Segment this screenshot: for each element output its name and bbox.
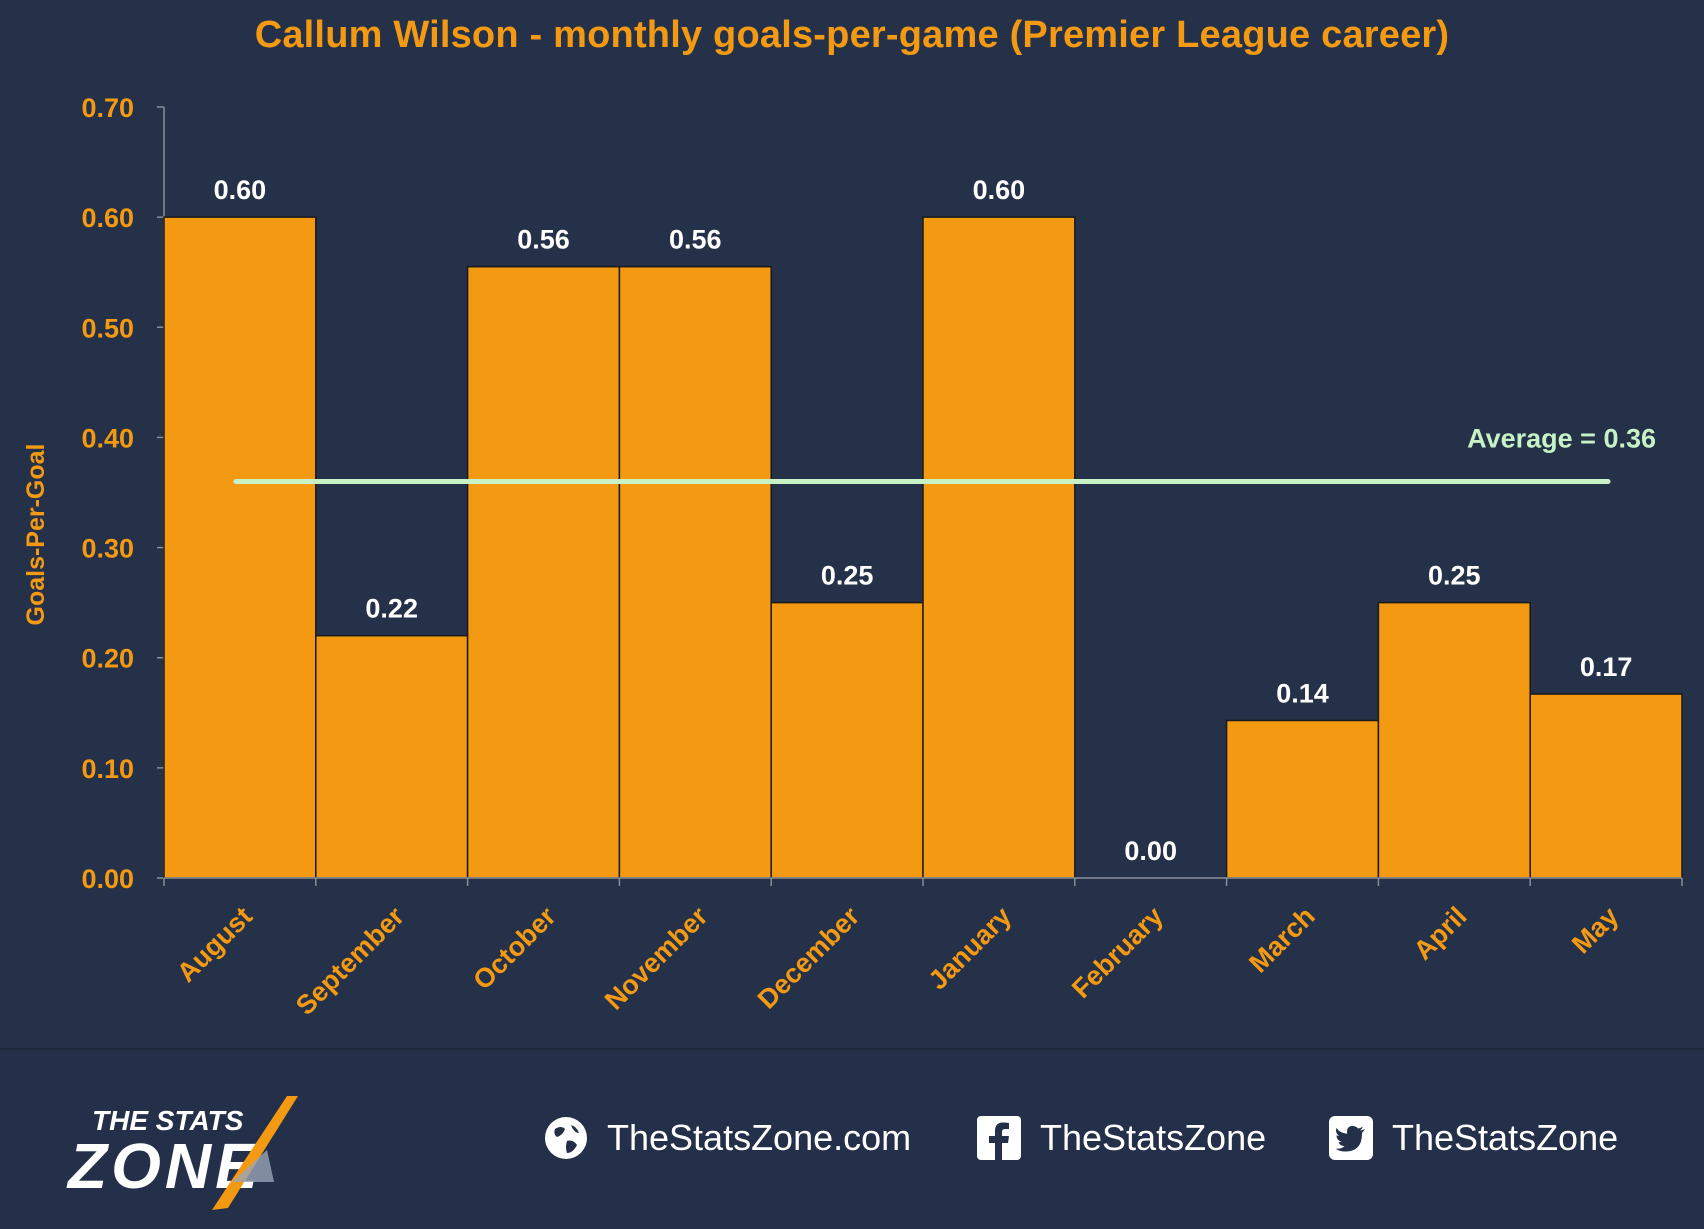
data-label: 0.00 [1124,836,1177,866]
data-label: 0.14 [1276,678,1329,708]
bar-october [466,265,621,879]
globe-icon [543,1115,589,1161]
average-label: Average = 0.36 [1467,423,1656,453]
data-label: 0.22 [365,594,418,624]
bar-may [1529,693,1683,879]
chart-panel: 0.00 0.10 0.20 0.30 0.40 0.50 0.60 0.70 Goals-Pe… [22,14,1683,1021]
data-label: 0.17 [1580,652,1633,682]
footer: THE STATS ZONE TheStatsZone.com TheStats… [0,1048,1704,1229]
logo-text-top: THE STATS [92,1105,244,1136]
bar-march [1225,719,1380,879]
y-tick-label: 0.70 [81,93,134,123]
facebook-icon [976,1115,1022,1161]
y-tick-label: 0.60 [81,203,134,233]
bar-september [315,634,469,879]
website-link[interactable]: TheStatsZone.com [543,1113,911,1163]
x-tick-label: October [467,901,562,996]
x-tick-label: April [1408,901,1473,966]
y-tick-label: 0.50 [81,313,134,343]
y-tick-label: 0.30 [81,534,134,564]
x-tick-label: February [1066,901,1169,1004]
bar-april [1377,601,1531,879]
bar-august [163,216,317,879]
y-axis-title: Goals-Per-Goal [22,444,50,626]
data-label: 0.60 [973,175,1026,205]
data-label: 0.56 [669,225,722,255]
x-tick-label: December [752,901,866,1015]
stats-zone-logo[interactable]: THE STATS ZONE [62,1090,362,1210]
x-tick-label: March [1243,901,1320,978]
footer-divider [0,1048,1704,1050]
data-label: 0.60 [214,175,267,205]
twitter-icon [1328,1115,1374,1161]
twitter-label: TheStatsZone [1392,1117,1619,1158]
y-tick-label: 0.40 [81,423,134,453]
data-label: 0.25 [1428,561,1481,591]
bar-december [770,601,924,879]
x-tick-label: September [290,901,410,1021]
x-tick-label: November [599,901,714,1016]
website-label: TheStatsZone.com [607,1117,912,1158]
bar-chart: 0.00 0.10 0.20 0.30 0.40 0.50 0.60 0.70 Goals-Pe… [22,93,1683,1021]
x-tick-label: May [1566,901,1624,959]
bar-november [618,265,772,879]
y-tick-label: 0.10 [81,754,134,784]
x-tick-label: January [923,901,1017,995]
facebook-link[interactable]: TheStatsZone [976,1113,1266,1163]
chart-title: Callum Wilson - monthly goals-per-game (… [254,14,1450,56]
y-tick-label: 0.00 [81,864,134,894]
twitter-link[interactable]: TheStatsZone [1328,1113,1618,1163]
facebook-label: TheStatsZone [1040,1117,1267,1158]
data-label: 0.25 [821,561,874,591]
bar-january [922,216,1076,879]
x-tick-label: August [171,901,258,988]
logo-grid [232,1150,274,1182]
y-tick-label: 0.20 [81,644,134,674]
data-label: 0.56 [517,225,570,255]
